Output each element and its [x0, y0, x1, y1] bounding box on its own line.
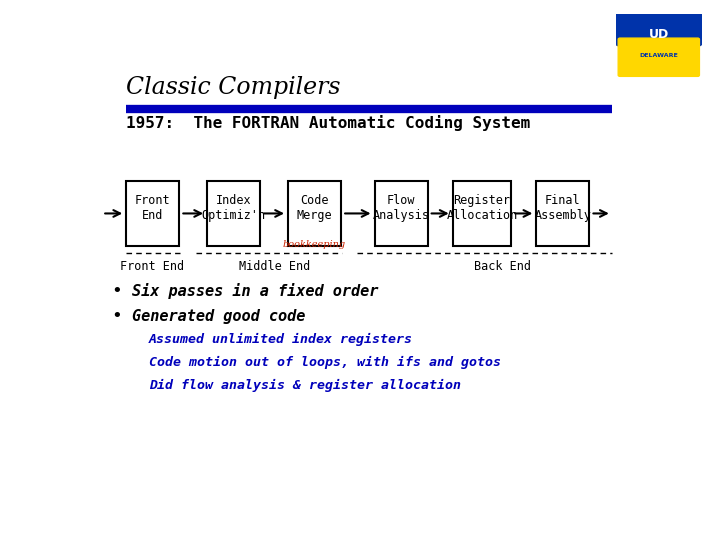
Bar — [288, 181, 341, 246]
Bar — [536, 181, 590, 246]
Text: UD: UD — [649, 28, 669, 40]
Text: •: • — [111, 282, 122, 300]
Text: Did flow analysis & register allocation: Did flow analysis & register allocation — [148, 379, 461, 392]
Text: •: • — [111, 307, 122, 326]
Text: Classic Compilers: Classic Compilers — [126, 76, 341, 99]
Text: 1957:  The FORTRAN Automatic Coding System: 1957: The FORTRAN Automatic Coding Syste… — [126, 115, 531, 131]
Text: Front End: Front End — [120, 260, 184, 273]
Text: Code motion out of loops, with ifs and gotos: Code motion out of loops, with ifs and g… — [148, 355, 500, 369]
Text: Index
Optimiz'n: Index Optimiz'n — [202, 194, 266, 222]
Text: Flow
Analysis: Flow Analysis — [372, 194, 430, 222]
Text: Final
Assembly: Final Assembly — [534, 194, 591, 222]
Bar — [374, 181, 428, 246]
Text: Middle End: Middle End — [238, 260, 310, 273]
Text: Register
Allocation: Register Allocation — [446, 194, 518, 222]
Text: Code
Merge: Code Merge — [297, 194, 333, 222]
Bar — [126, 181, 179, 246]
Text: bookkeeping: bookkeeping — [283, 240, 346, 249]
Text: Generated good code: Generated good code — [132, 309, 305, 324]
Text: Back End: Back End — [474, 260, 531, 273]
Text: Six passes in a fixed order: Six passes in a fixed order — [132, 284, 378, 299]
FancyBboxPatch shape — [616, 12, 702, 46]
Text: Assumed unlimited index registers: Assumed unlimited index registers — [148, 333, 413, 346]
Text: Front
End: Front End — [135, 194, 171, 222]
Bar — [207, 181, 260, 246]
FancyBboxPatch shape — [618, 38, 699, 76]
Text: DELAWARE: DELAWARE — [639, 53, 678, 58]
Bar — [453, 181, 511, 246]
